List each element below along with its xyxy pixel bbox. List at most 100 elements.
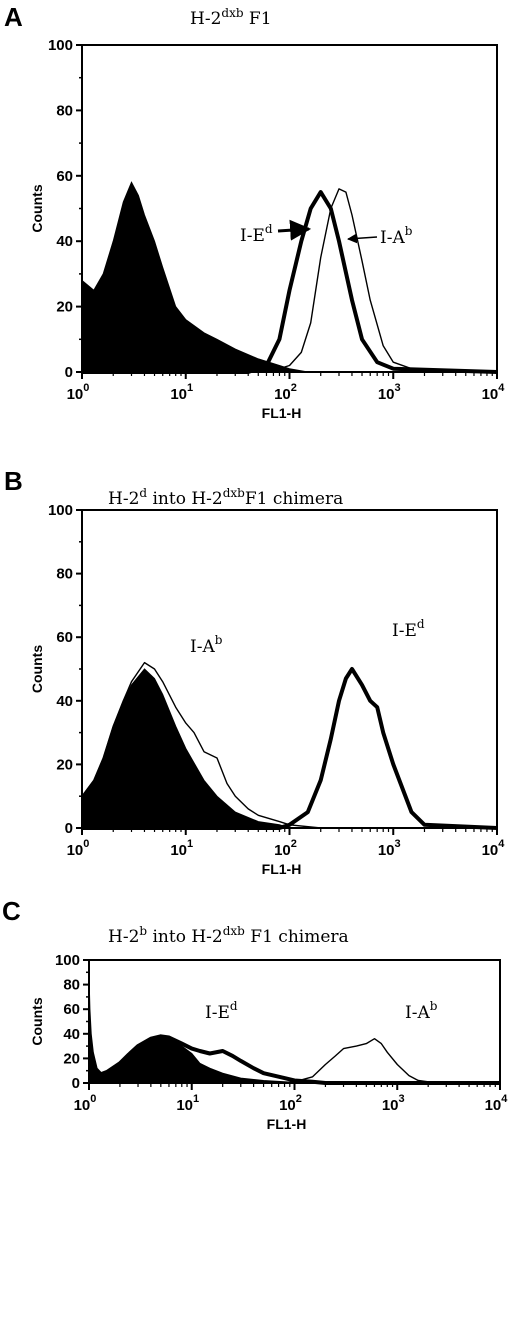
- panel-title: H-2dxb F1: [190, 6, 272, 29]
- series-label-superscript: b: [430, 999, 438, 1013]
- series-label-i-ed: I-Ed: [205, 999, 238, 1023]
- x-tick-exponent: 1: [187, 382, 193, 394]
- y-tick-label: 100: [48, 502, 73, 519]
- y-tick-label: 20: [56, 756, 73, 773]
- x-tick-label: 104: [482, 382, 506, 403]
- plot-frame: [81, 44, 498, 373]
- series-label-i-ab: I-Ab: [190, 633, 223, 657]
- x-tick-exponent: 4: [498, 838, 505, 850]
- y-tick-label: 60: [63, 1001, 80, 1018]
- x-tick-label: 102: [274, 838, 297, 859]
- series-label-text: I-A: [405, 1003, 430, 1023]
- x-tick-exponent: 2: [291, 382, 297, 394]
- title-text: into H-2: [147, 489, 223, 509]
- x-tick-base: 10: [170, 386, 187, 403]
- x-tick-exponent: 3: [399, 1093, 405, 1105]
- series-label-superscript: d: [265, 222, 273, 236]
- series-label-text: I-E: [205, 1003, 230, 1023]
- x-tick-label: 101: [170, 838, 193, 859]
- panel-letter: C: [2, 896, 21, 926]
- x-tick-exponent: 3: [395, 838, 401, 850]
- x-tick-exponent: 2: [291, 838, 297, 850]
- y-tick-label: 40: [56, 233, 73, 250]
- x-tick-exponent: 0: [83, 382, 89, 394]
- y-tick-label: 100: [48, 37, 73, 54]
- x-axis-label: FL1-H: [262, 861, 302, 877]
- x-tick-base: 10: [279, 1097, 296, 1114]
- x-tick-base: 10: [67, 386, 84, 403]
- x-tick-base: 10: [482, 386, 499, 403]
- series-label-superscript: b: [405, 224, 413, 238]
- y-axis-label: Counts: [29, 997, 45, 1045]
- x-tick-exponent: 4: [498, 382, 505, 394]
- title-text: H-2: [108, 927, 139, 947]
- y-axis-label: Counts: [29, 645, 45, 693]
- panel-letter: B: [4, 466, 23, 496]
- i-ab-histogram: [81, 661, 497, 829]
- series-label-text: I-E: [392, 621, 417, 641]
- x-axis-label: FL1-H: [262, 405, 302, 421]
- series-label-text: I-A: [190, 637, 215, 657]
- filled-histogram: [81, 668, 290, 829]
- x-tick-base: 10: [485, 1097, 502, 1114]
- y-tick-label: 40: [56, 693, 73, 710]
- filled-histogram: [81, 181, 308, 373]
- series-label-superscript: d: [417, 617, 425, 631]
- title-text: H-2: [108, 489, 139, 509]
- x-tick-exponent: 3: [395, 382, 401, 394]
- y-tick-label: 20: [63, 1050, 80, 1067]
- x-tick-label: 103: [378, 838, 401, 859]
- x-tick-label: 104: [482, 838, 506, 859]
- x-tick-label: 102: [274, 382, 297, 403]
- title-text: F1 chimera: [245, 489, 343, 509]
- label-arrow: [347, 233, 378, 244]
- y-tick-label: 20: [56, 299, 73, 316]
- panel-c: CH-2b into H-2dxb F1 chimeraCountsFL1-H0…: [2, 896, 508, 1132]
- title-text: F1: [244, 9, 272, 29]
- plot-frame: [81, 509, 498, 829]
- x-tick-base: 10: [482, 842, 499, 859]
- x-tick-base: 10: [378, 386, 395, 403]
- y-tick-label: 0: [72, 1075, 80, 1092]
- y-tick-label: 60: [56, 168, 73, 185]
- title-text: into H-2: [147, 927, 223, 947]
- label-arrow: [277, 219, 312, 241]
- x-tick-base: 10: [382, 1097, 399, 1114]
- y-tick-label: 100: [55, 952, 80, 969]
- x-tick-base: 10: [74, 1097, 91, 1114]
- y-axis-label: Counts: [29, 184, 45, 232]
- x-tick-label: 104: [485, 1093, 509, 1114]
- y-tick-label: 60: [56, 629, 73, 646]
- x-tick-exponent: 4: [501, 1093, 508, 1105]
- filled-histogram: [88, 974, 313, 1084]
- panel-b: B H-2 d into H-2dxbF1 chimera Counts FL1-H 0 2…: [4, 466, 505, 877]
- panel-letter: A: [4, 2, 23, 32]
- title-text: F1 chimera: [245, 927, 349, 947]
- x-tick-exponent: 1: [193, 1093, 199, 1105]
- y-tick-label: 0: [65, 364, 73, 381]
- x-tick-exponent: 0: [83, 838, 89, 850]
- i-ab-histogram: [89, 1038, 501, 1084]
- series-label-text: I-A: [380, 228, 405, 248]
- y-tick-label: 40: [63, 1026, 80, 1043]
- x-tick-exponent: 0: [90, 1093, 96, 1105]
- x-tick-base: 10: [274, 842, 291, 859]
- x-tick-label: 101: [170, 382, 193, 403]
- x-tick-base: 10: [378, 842, 395, 859]
- i-ab-histogram: [82, 188, 498, 373]
- x-tick-label: 102: [279, 1093, 302, 1114]
- plot-frame: [88, 959, 501, 1084]
- y-tick-label: 80: [56, 566, 73, 583]
- x-tick-label: 100: [74, 1093, 97, 1114]
- panel-title: H-2d into H-2dxbF1 chimera: [108, 486, 343, 509]
- x-tick-base: 10: [274, 386, 291, 403]
- x-tick-base: 10: [170, 842, 187, 859]
- x-tick-base: 10: [67, 842, 84, 859]
- x-tick-label: 103: [378, 382, 401, 403]
- title-superscript: dxb: [223, 486, 245, 500]
- x-tick-label: 103: [382, 1093, 405, 1114]
- x-tick-label: 101: [176, 1093, 199, 1114]
- series-label-i-ed: I-Ed: [240, 222, 273, 246]
